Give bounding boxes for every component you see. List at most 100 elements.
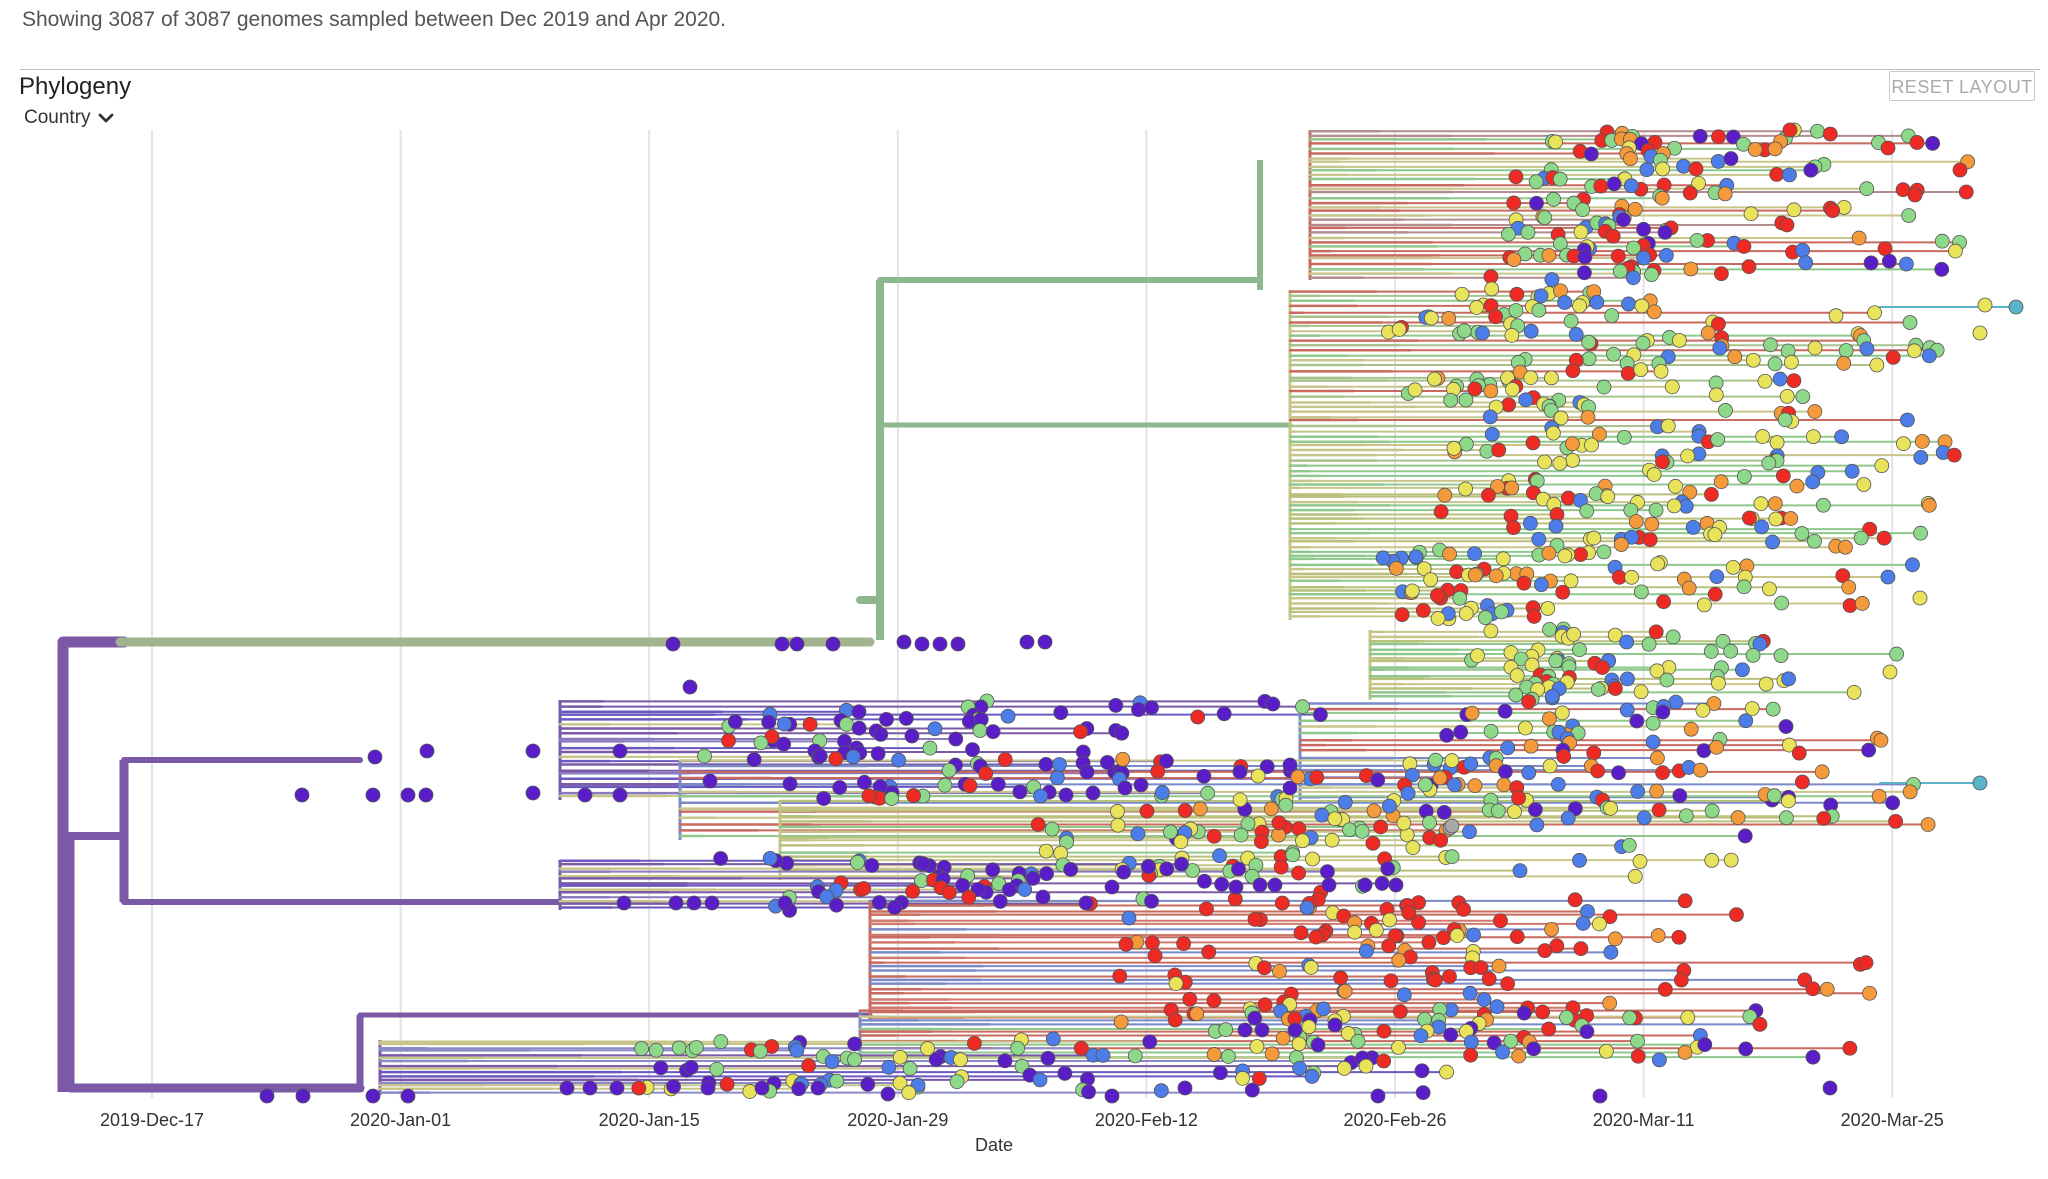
tip-node [1104, 1088, 1120, 1104]
tip-node [953, 1052, 968, 1068]
tip-node [1370, 772, 1386, 788]
tip-node [1565, 436, 1580, 452]
tip-node [1554, 705, 1570, 721]
tip-node [1581, 351, 1597, 367]
tip-node [1633, 584, 1649, 600]
tip-node [1633, 684, 1649, 700]
tip-node [1736, 469, 1752, 484]
tip-node [665, 636, 681, 652]
tip-node [1715, 633, 1731, 649]
tip-node [1765, 701, 1781, 717]
tip-node [1354, 824, 1370, 839]
tip-node [997, 752, 1013, 767]
tip-node [1140, 859, 1156, 875]
tip-node [1469, 300, 1485, 315]
tip-node [1423, 310, 1439, 326]
tip-node [1921, 348, 1937, 364]
tip-node [777, 895, 793, 911]
color-by-dropdown[interactable]: Country [24, 107, 115, 129]
tip-node [1563, 573, 1579, 589]
tip-node [1391, 1039, 1406, 1055]
tip-node [1754, 519, 1769, 535]
color-by-label: Country [24, 107, 91, 128]
tip-node [1526, 609, 1542, 624]
tip-node [1413, 1028, 1429, 1044]
tip-node [1411, 915, 1426, 930]
tip-node [1737, 828, 1753, 844]
tip-node [1366, 803, 1382, 819]
tip-node [1494, 604, 1509, 620]
tip-node [1308, 929, 1324, 945]
tip-node [777, 716, 792, 732]
tip-node [1505, 381, 1520, 397]
tip-node [1572, 642, 1587, 658]
tip-node [1449, 928, 1465, 943]
tip-node [1835, 568, 1851, 583]
tip-node [742, 1084, 758, 1099]
tip-node [1655, 161, 1670, 177]
tip-node [1581, 334, 1597, 350]
tip-node [1810, 123, 1825, 139]
tip-node [1383, 973, 1399, 989]
tip-node [1921, 497, 1937, 513]
tip-node [1767, 496, 1783, 512]
tip-node [1373, 819, 1388, 835]
tip-node [746, 752, 762, 767]
tip-node [1422, 815, 1437, 830]
tip-node [1201, 944, 1217, 960]
tip-node [922, 740, 938, 756]
tip-node [1357, 877, 1373, 893]
tip-node [1263, 801, 1279, 817]
tip-node [1592, 1088, 1608, 1104]
tip-node [1250, 768, 1266, 784]
tip-node [1650, 928, 1666, 943]
tip-node [1606, 346, 1621, 362]
tip-node [1462, 824, 1477, 840]
reset-layout-button[interactable]: RESET LAYOUT [1889, 71, 2035, 101]
tip-node [1039, 866, 1054, 882]
tip-node [1680, 448, 1696, 464]
tip-node [1757, 373, 1773, 389]
tip-node [1497, 703, 1513, 719]
tip-node [1630, 784, 1646, 799]
tip-node [1727, 349, 1743, 365]
tip-node [1657, 981, 1673, 997]
tip-node [1742, 1009, 1758, 1024]
tip-node [1766, 788, 1782, 804]
tip-node [1696, 743, 1712, 759]
tip-node [1206, 1047, 1222, 1062]
tip-node [782, 776, 798, 792]
tip-node [295, 1088, 311, 1104]
tip-node [1752, 1016, 1768, 1032]
tip-node [1707, 527, 1723, 543]
tip-node [1415, 1085, 1431, 1101]
tip-node [1682, 484, 1698, 500]
tip-node [1552, 171, 1568, 187]
tip-node [1285, 847, 1301, 863]
tip-node [1876, 530, 1892, 546]
tip-node [1615, 212, 1631, 228]
tip-node [1912, 590, 1928, 606]
tip-node [856, 881, 872, 896]
tip-node [1755, 429, 1771, 444]
tip-node [1100, 755, 1115, 770]
tip-node [1327, 1017, 1343, 1033]
tip-node [902, 1061, 918, 1076]
tip-node [1475, 325, 1490, 341]
tip-node [1888, 813, 1904, 829]
tip-node [881, 1059, 897, 1075]
tip-node [1301, 1019, 1317, 1035]
tip-node [1909, 135, 1925, 150]
tip-node [1463, 1047, 1479, 1063]
tip-node [1533, 577, 1549, 592]
tip-node [1142, 1034, 1158, 1050]
tip-node [616, 895, 632, 911]
tip-node [955, 877, 971, 893]
tip-node [1272, 963, 1287, 979]
tip-node [1506, 195, 1522, 211]
tip-node [1444, 818, 1460, 834]
tip-node [1838, 539, 1853, 555]
tip-node [1394, 607, 1410, 623]
tip-node [1251, 1071, 1267, 1086]
